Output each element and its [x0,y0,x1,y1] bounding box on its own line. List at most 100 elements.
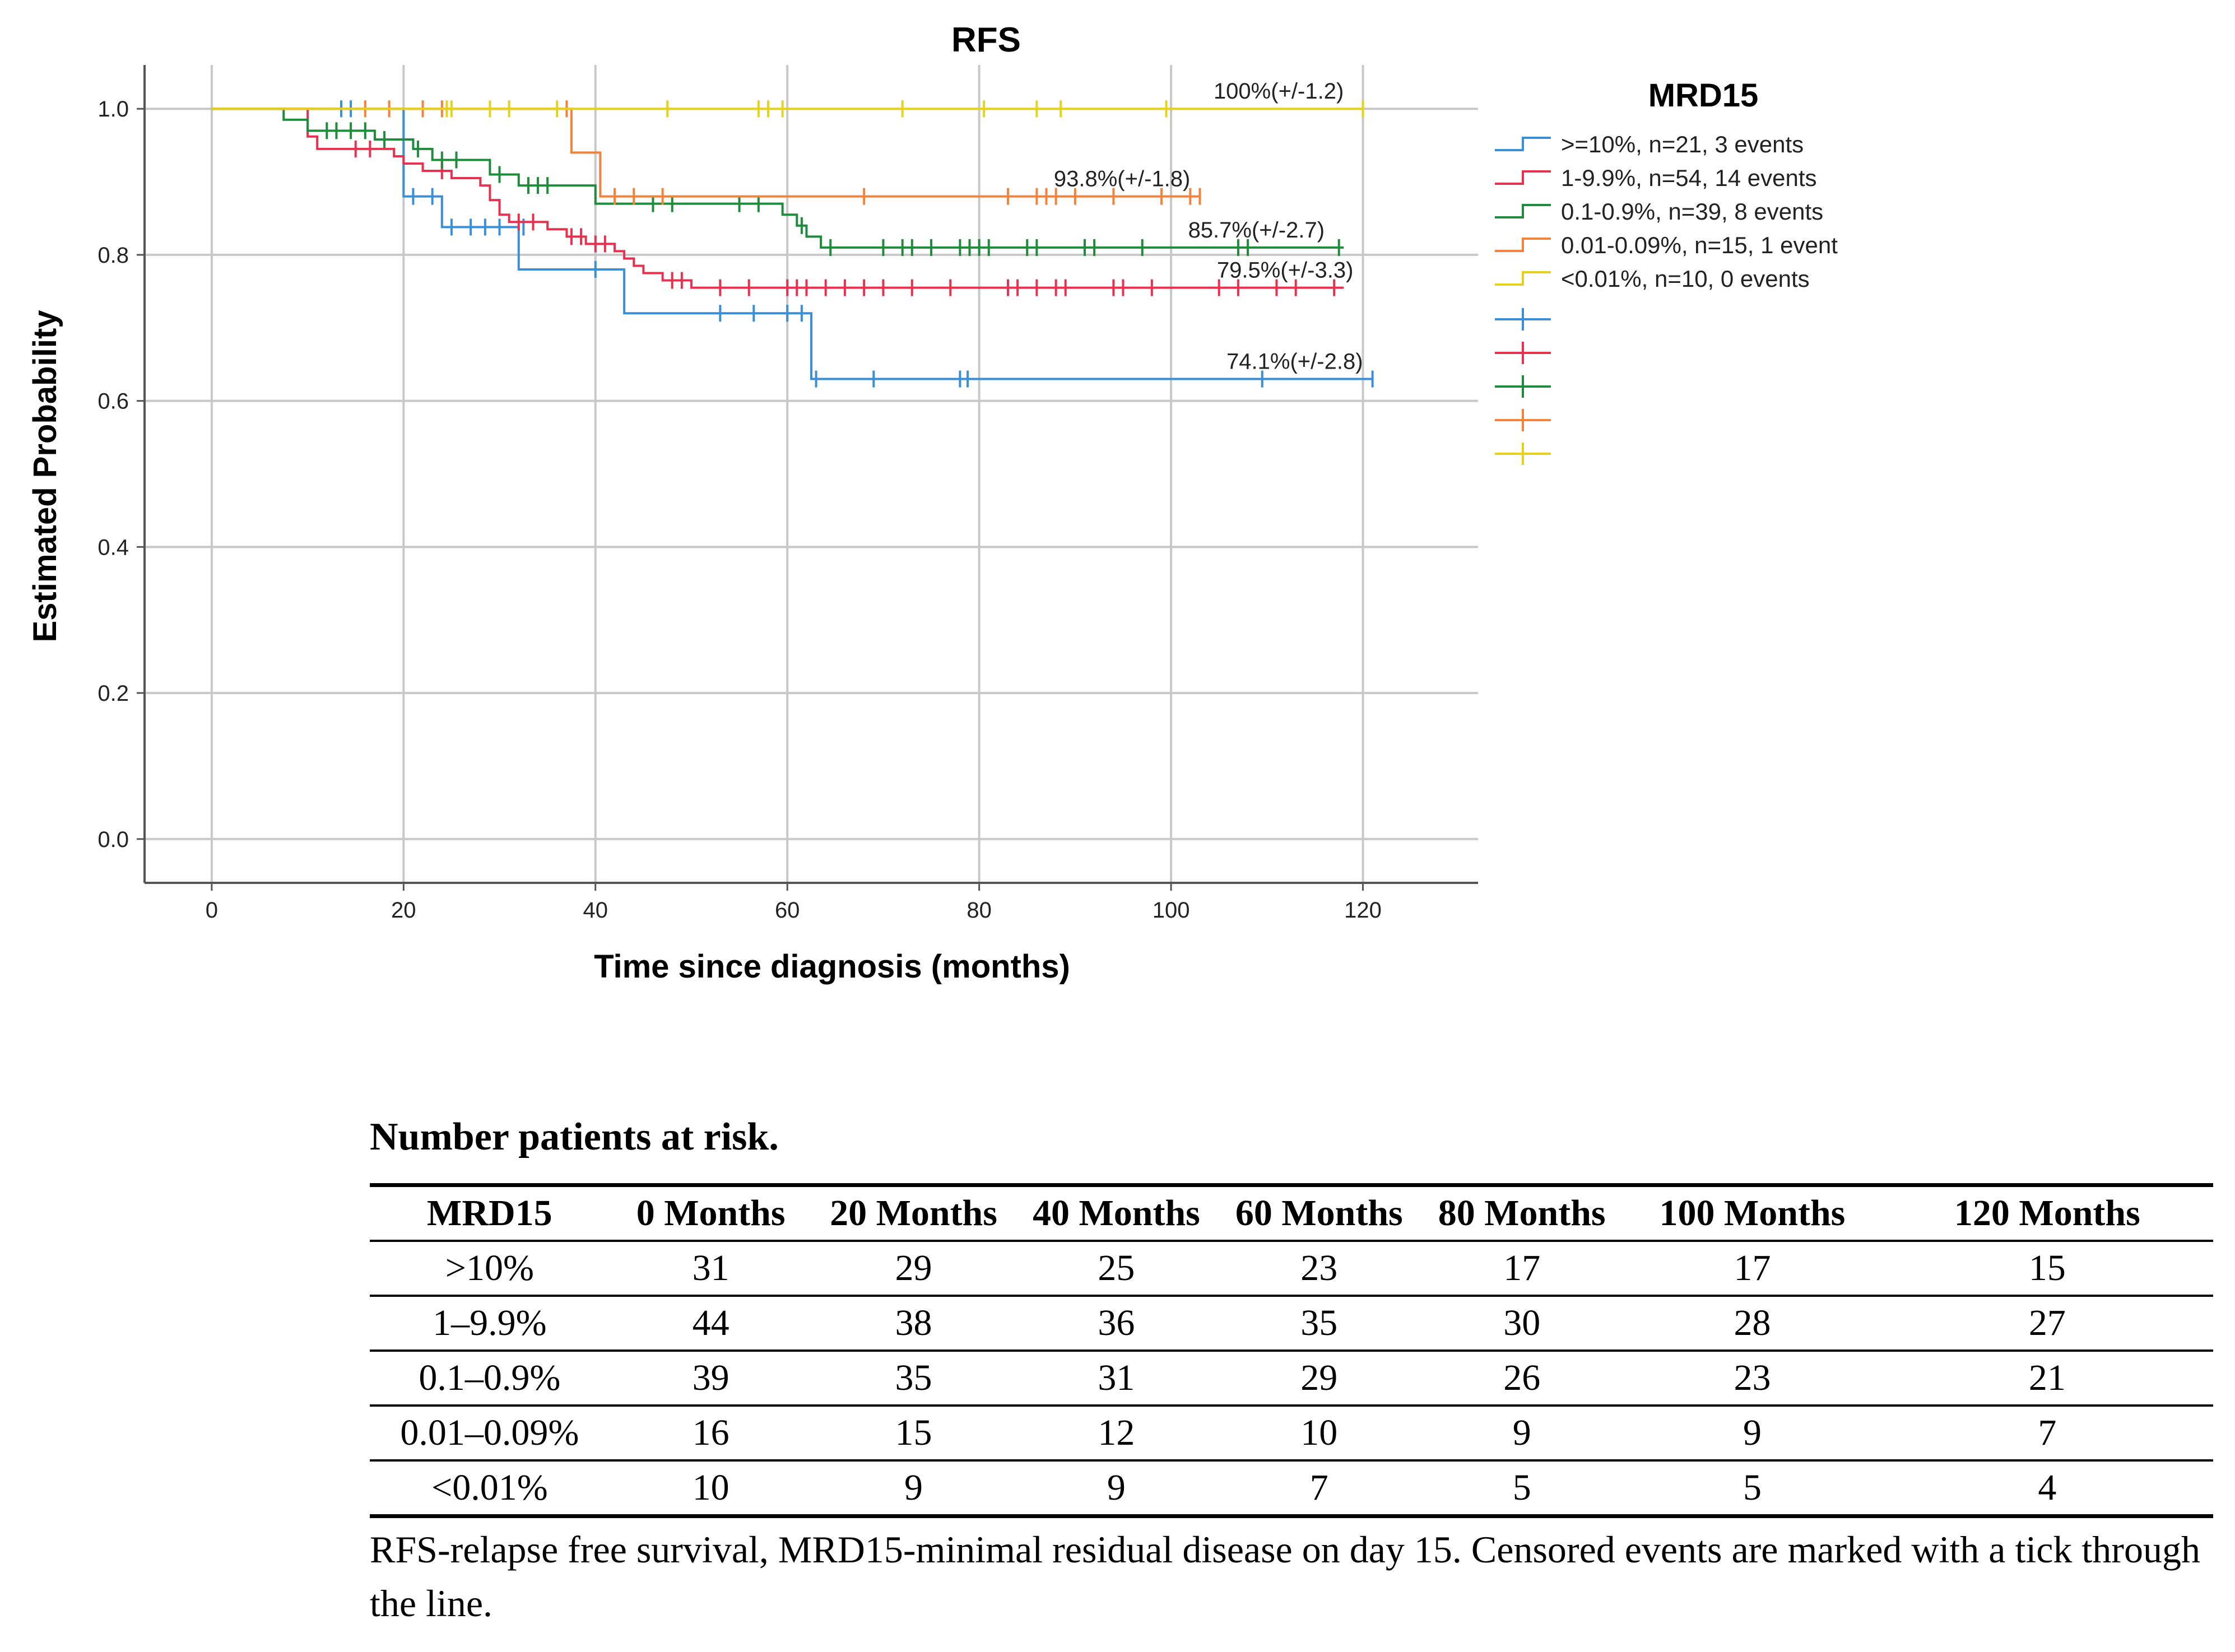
x-tick-label: 40 [583,898,608,923]
legend-label: 0.1-0.9%, n=39, 8 events [1561,198,1823,225]
legend-swatch [1495,204,1551,218]
row-group-label: 1–9.9% [433,1302,547,1343]
table-row: 0.01–0.09% 16 15 12 10 9 9 7 [370,1406,2213,1460]
legend-swatch [1495,238,1551,252]
at-risk-count: 10 [692,1467,729,1508]
grid-lines [145,65,1478,883]
y-tick-label: 0.2 [97,681,129,706]
x-tick-label: 20 [391,898,416,923]
at-risk-count: 29 [1300,1357,1338,1398]
y-tick-label: 0.4 [97,535,129,560]
at-risk-count: 23 [1300,1248,1338,1288]
legend-swatch [1495,137,1551,151]
at-risk-count: 17 [1503,1248,1541,1288]
x-tick-label: 80 [967,898,992,923]
at-risk-count: 15 [2028,1248,2066,1288]
survival-annotation: 85.7%(+/-2.7) [1188,218,1325,243]
at-risk-count: 29 [895,1248,932,1288]
at-risk-count: 25 [1098,1248,1135,1288]
header-months: 60 Months [1235,1193,1403,1234]
curve-annotations: 100%(+/-1.2) 93.8%(+/-1.8) 85.7%(+/-2.7) 79… [1054,79,1363,374]
header-months: 40 Months [1032,1193,1200,1234]
x-tick-label: 60 [775,898,800,923]
legend-swatch [1495,271,1551,286]
y-axis-label: Estimated Probability [27,310,63,642]
risk-table-footnote: RFS-relapse free survival, MRD15-minimal… [370,1528,2200,1625]
table-row: 0.1–0.9% 39 35 31 29 26 23 21 [370,1351,2213,1406]
at-risk-count: 9 [1512,1412,1531,1453]
at-risk-count: 12 [1098,1412,1135,1453]
row-group-label: >10% [445,1248,534,1288]
at-risk-count: 31 [692,1248,729,1288]
row-group-label: 0.01–0.09% [400,1412,579,1453]
at-risk-count: 36 [1098,1302,1135,1343]
at-risk-count: 5 [1743,1467,1762,1508]
at-risk-count: 16 [692,1412,729,1453]
survival-annotation: 100%(+/-1.2) [1214,79,1344,104]
at-risk-count: 39 [692,1357,729,1398]
legend-item: 0.01-0.09%, n=15, 1 event [1495,232,1838,258]
survival-curve [211,108,1344,249]
x-tick-label: 0 [206,898,218,923]
legend: MRD15 >=10%, n=21, 3 events 1-9.9%, n=54,… [1495,77,1838,465]
x-axis-label: Time since diagnosis (months) [594,948,1070,985]
legend-censor-item [1495,342,1551,364]
at-risk-count: 7 [1309,1467,1328,1508]
legend-label: 0.01-0.09%, n=15, 1 event [1561,232,1838,258]
x-tick-labels: 0 20 40 60 80 100 120 [206,898,1382,923]
y-tick-label: 0.8 [97,243,129,268]
at-risk-count: 31 [1098,1357,1135,1398]
at-risk-count: 10 [1300,1412,1338,1453]
legend-title: MRD15 [1648,77,1759,114]
row-group-label: 0.1–0.9% [419,1357,561,1398]
series-4 [211,100,1201,205]
legend-censor-item [1495,409,1551,431]
legend-item: >=10%, n=21, 3 events [1495,131,1804,157]
survival-curve [211,108,1373,380]
at-risk-count: 26 [1503,1357,1541,1398]
table-row: >10% 31 29 25 23 17 17 15 [370,1241,2213,1296]
legend-label: <0.01%, n=10, 0 events [1561,266,1810,292]
series-5 [211,100,1364,118]
y-tick-labels: 0.0 0.2 0.4 0.6 0.8 1.0 [97,97,129,852]
at-risk-count: 15 [895,1412,932,1453]
at-risk-count: 35 [1300,1302,1338,1343]
y-tick-label: 0.6 [97,389,129,414]
x-tick-label: 100 [1153,898,1190,923]
legend-label: 1-9.9%, n=54, 14 events [1561,165,1816,191]
header-months: 0 Months [636,1193,786,1234]
x-tick-label: 120 [1344,898,1382,923]
km-chart: RFS 0 20 40 60 80 100 120 0.0 0.2 0.4 0.6 0.8 1.0 T… [27,21,1838,985]
at-risk-count: 4 [2038,1467,2057,1508]
header-months: 80 Months [1438,1193,1606,1234]
legend-swatch [1495,170,1551,185]
legend-censor-item [1495,443,1551,465]
at-risk-count: 30 [1503,1302,1541,1343]
row-group-label: <0.01% [431,1467,548,1508]
table-row: <0.01% 10 9 9 7 5 5 4 [370,1460,2213,1516]
at-risk-count: 27 [2028,1302,2066,1343]
at-risk-count: 9 [1107,1467,1126,1508]
risk-table-title: Number patients at risk. [370,1115,779,1158]
at-risk-count: 9 [904,1467,923,1508]
y-tick-label: 1.0 [97,97,129,122]
survival-annotation: 79.5%(+/-3.3) [1217,258,1353,283]
series-2 [211,108,1344,296]
axes [137,65,1478,891]
at-risk-count: 17 [1734,1248,1771,1288]
at-risk-count: 35 [895,1357,932,1398]
survival-annotation: 93.8%(+/-1.8) [1054,167,1190,192]
at-risk-count: 7 [2038,1412,2057,1453]
at-risk-count: 9 [1743,1412,1762,1453]
legend-censor-item [1495,308,1551,331]
header-months: 120 Months [1954,1193,2140,1234]
header-months: 20 Months [830,1193,997,1234]
risk-table-header-row: MRD15 0 Months 20 Months 40 Months 60 Months… [370,1185,2213,1241]
series-1 [211,100,1374,388]
table-row: 1–9.9% 44 38 36 35 30 28 27 [370,1296,2213,1351]
at-risk-count: 28 [1734,1302,1771,1343]
at-risk-count: 44 [692,1302,729,1343]
at-risk-count: 38 [895,1302,932,1343]
legend-item: <0.01%, n=10, 0 events [1495,266,1810,292]
survival-curve [211,108,1200,198]
